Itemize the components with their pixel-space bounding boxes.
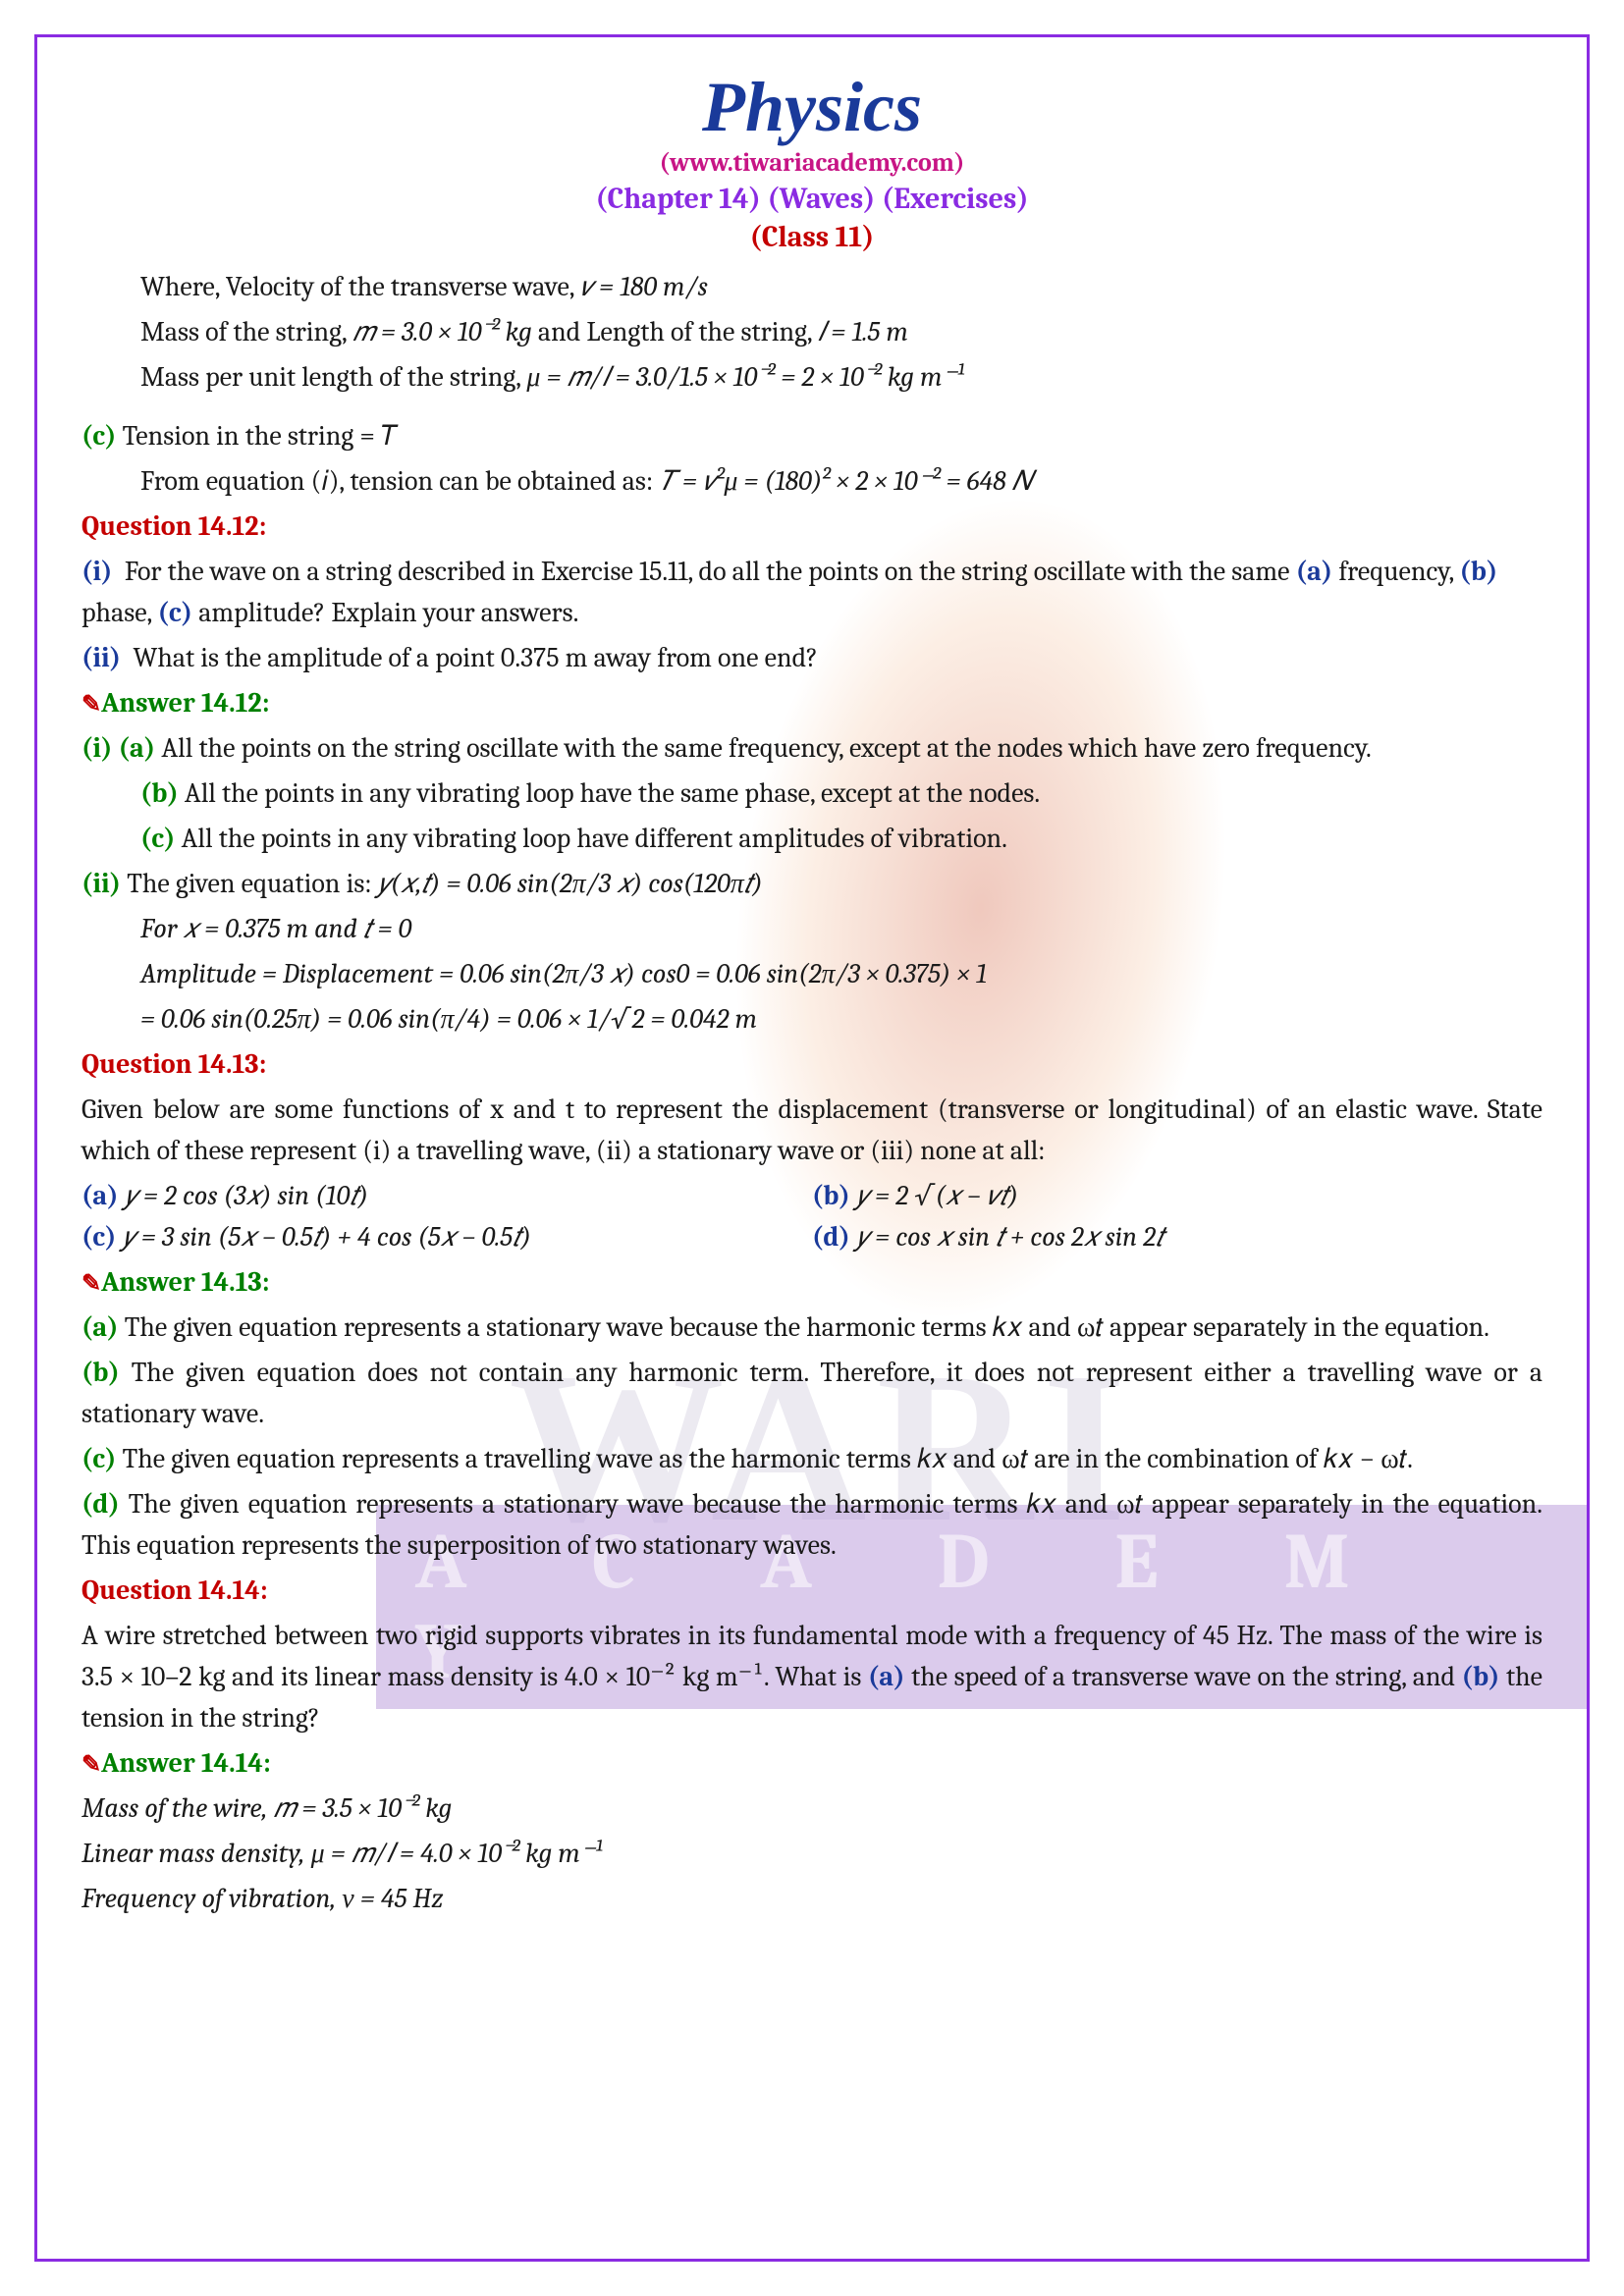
q13-b: (b) 𝑦 = 2 √(𝑥 − 𝑣𝑡): [812, 1175, 1543, 1216]
q14-l3: Frequency of vibration, ν = 45 Hz: [81, 1878, 1543, 1919]
body-text: Where, Velocity of the transverse wave, …: [81, 266, 1543, 1919]
tick-icon: ✎: [81, 1750, 101, 1778]
q12-for: For 𝑥 = 0.375 m and 𝑡 = 0: [81, 908, 1543, 949]
q12-amp-b: = 0.06 sin(0.25π) = 0.06 sin(π/4) = 0.06…: [81, 998, 1543, 1040]
q13-ad: (d) The given equation represents a stat…: [81, 1483, 1543, 1566]
intro-c2: From equation (𝑖), tension can be obtain…: [81, 460, 1543, 502]
q13-ac: (c) The given equation represents a trav…: [81, 1438, 1543, 1479]
q13-head: Question 14.13:: [81, 1043, 1543, 1085]
q14-body: A wire stretched between two rigid suppo…: [81, 1615, 1543, 1738]
intro-l1: Where, Velocity of the transverse wave, …: [81, 266, 1543, 307]
q14-l2: Linear mass density, μ = 𝑚/𝑙 = 4.0 × 10⁻…: [81, 1833, 1543, 1874]
q13-options: (a) 𝑦 = 2 cos (3𝑥) sin (10𝑡) (b) 𝑦 = 2 √…: [81, 1175, 1543, 1257]
q13-body: Given below are some functions of x and …: [81, 1089, 1543, 1171]
tick-icon: ✎: [81, 1269, 101, 1297]
tick-icon: ✎: [81, 690, 101, 718]
site-url[interactable]: (www.tiwariacademy.com): [81, 148, 1543, 178]
q13-ab: (b) The given equation does not contain …: [81, 1352, 1543, 1434]
q13-d: (d) 𝑦 = cos 𝑥 sin 𝑡 + cos 2𝑥 sin 2𝑡: [812, 1216, 1543, 1257]
q12-eq: (ii) The given equation is: 𝑦(𝑥,𝑡) = 0.0…: [81, 863, 1543, 904]
q13-a: (a) 𝑦 = 2 cos (3𝑥) sin (10𝑡): [81, 1175, 812, 1216]
page-border: WARI A C A D E M Y Physics (www.tiwariac…: [34, 34, 1590, 2262]
intro-l3: Mass per unit length of the string, μ = …: [81, 356, 1543, 398]
q12-ic: (c) All the points in any vibrating loop…: [81, 818, 1543, 859]
intro-c: (c) Tension in the string = 𝑇: [81, 415, 1543, 456]
q12-ii: (ii) What is the amplitude of a point 0.…: [81, 637, 1543, 678]
q14-l1: Mass of the wire, 𝑚 = 3.5 × 10⁻² kg: [81, 1788, 1543, 1829]
q12-ia: (i) (a) All the points on the string osc…: [81, 727, 1543, 769]
class-line: (Class 11): [81, 220, 1543, 254]
q12-head: Question 14.12:: [81, 506, 1543, 547]
q13-c: (c) 𝑦 = 3 sin (5𝑥 − 0.5𝑡) + 4 cos (5𝑥 − …: [81, 1216, 812, 1257]
content: Physics (www.tiwariacademy.com) (Chapter…: [81, 67, 1543, 1919]
q12-i: (i) For the wave on a string described i…: [81, 551, 1543, 633]
page-title: Physics: [81, 67, 1543, 148]
q12-ans-head: ✎Answer 14.12:: [81, 682, 1543, 723]
q12-ib: (b) All the points in any vibrating loop…: [81, 773, 1543, 814]
q14-head: Question 14.14:: [81, 1570, 1543, 1611]
q12-amp-a: Amplitude = Displacement = 0.06 sin(2π/3…: [81, 953, 1543, 994]
q13-aa: (a) The given equation represents a stat…: [81, 1307, 1543, 1348]
q14-ans-head: ✎Answer 14.14:: [81, 1742, 1543, 1784]
chapter-line: (Chapter 14) (Waves) (Exercises): [81, 182, 1543, 216]
intro-l2: Mass of the string, 𝑚 = 3.0 × 10⁻² kg an…: [81, 311, 1543, 352]
q13-ans-head: ✎Answer 14.13:: [81, 1261, 1543, 1303]
